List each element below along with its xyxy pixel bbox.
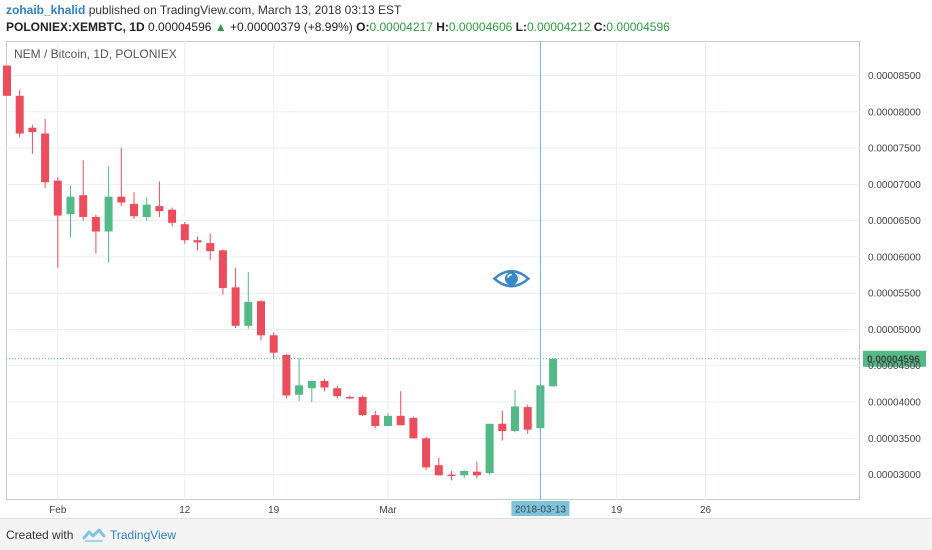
candle-body — [168, 209, 177, 223]
candle-body — [345, 396, 354, 399]
up-triangle-icon: ▲ — [214, 20, 227, 34]
high-label: H: — [436, 20, 449, 34]
candle-body — [523, 407, 532, 430]
candle-body — [472, 471, 481, 476]
y-tick-label: 0.00006500 — [868, 216, 921, 227]
eye-outline — [492, 269, 531, 288]
current-price-label-bg — [863, 350, 926, 367]
candle-body — [460, 470, 469, 476]
candle-body — [358, 396, 367, 416]
tradingview-logo-icon[interactable] — [82, 527, 106, 543]
candle-body — [117, 196, 126, 203]
y-tick-label: 0.00007000 — [868, 180, 921, 191]
candle-body — [257, 301, 265, 336]
candle-body — [180, 224, 189, 241]
candle-body — [142, 204, 151, 217]
price-change: +0.00000379 (+8.99%) — [230, 20, 353, 34]
candle-body — [269, 335, 278, 353]
candle-body — [193, 240, 202, 243]
candle-body — [485, 423, 494, 474]
open-label: O: — [356, 20, 370, 34]
candlestick-chart[interactable]: 0.00004596 2018-03-13 0.00003000 0.0000350… — [0, 0, 932, 518]
footer-bar: Created with TradingView — [0, 518, 932, 550]
symbol-label: POLONIEX:XEMBTC, 1D — [6, 20, 145, 34]
y-tick-label: 0.00006000 — [868, 252, 921, 263]
low-label: L: — [515, 20, 527, 34]
candle-body — [333, 388, 342, 397]
candle-body — [155, 206, 164, 212]
candle-body — [28, 127, 37, 133]
candle-body — [549, 358, 558, 387]
candle-body — [511, 406, 519, 432]
candle-body — [447, 474, 456, 477]
x-tick-label: 12 — [179, 505, 191, 516]
candle-body — [295, 385, 304, 395]
open-value: 0.00004217 — [369, 20, 433, 34]
x-tick-label: 19 — [611, 505, 623, 516]
candle-body — [434, 465, 443, 476]
candle-body — [409, 417, 418, 439]
low-value: 0.00004212 — [526, 20, 591, 34]
candle-body — [79, 195, 88, 217]
x-tick-label: Feb — [49, 505, 67, 516]
candle-body — [3, 65, 11, 96]
chart-title: NEM / Bitcoin, 1D, POLONIEX — [14, 47, 177, 61]
x-tick-label: 19 — [268, 505, 280, 516]
close-value: 0.00004596 — [606, 20, 670, 34]
tradingview-brand-link[interactable]: TradingView — [110, 528, 177, 542]
y-tick-label: 0.00005000 — [868, 325, 921, 336]
y-tick-label: 0.00008000 — [868, 107, 921, 118]
candle-body — [15, 95, 24, 134]
y-tick-label: 0.00004500 — [868, 361, 921, 372]
y-tick-label: 0.00003000 — [868, 470, 921, 481]
candle-body — [244, 301, 253, 326]
current-price-label: 0.00004596 — [867, 354, 920, 365]
y-tick-label: 0.00005500 — [868, 289, 921, 300]
candle-body — [384, 415, 392, 426]
eye-highlight — [507, 273, 513, 278]
chart-frame[interactable] — [6, 41, 860, 500]
y-tick-label: 0.00007500 — [868, 144, 921, 155]
candle-body — [282, 354, 291, 396]
y-tick-label: 0.00003500 — [868, 434, 921, 445]
candle-body — [218, 250, 227, 289]
candle-body — [307, 380, 316, 389]
candle-body — [53, 180, 62, 216]
chart-header: zohaib_khalid published on TradingView.c… — [0, 0, 932, 40]
candle-body — [498, 423, 507, 432]
high-value: 0.00004606 — [448, 20, 513, 34]
candle-body — [396, 415, 405, 426]
published-text: published on TradingView.com, March 13, … — [88, 3, 402, 17]
ohlc-line: POLONIEX:XEMBTC, 1D 0.00004596 ▲ +0.0000… — [6, 20, 670, 34]
publish-line: zohaib_khalid published on TradingView.c… — [6, 3, 401, 17]
x-tick-label: 26 — [700, 505, 712, 516]
candle-body — [371, 415, 380, 426]
created-with-text: Created with — [6, 528, 74, 542]
candle-body — [104, 196, 113, 232]
crosshair-date-bg — [511, 501, 570, 516]
crosshair-date-label: 2018-03-13 — [515, 505, 567, 516]
candle-body — [130, 203, 138, 217]
close-label: C: — [593, 20, 607, 34]
candle-body — [41, 133, 50, 183]
candle-body — [91, 216, 100, 232]
eye-icon[interactable] — [492, 269, 531, 288]
last-price: 0.00004596 — [148, 20, 212, 34]
candle-body — [422, 438, 431, 468]
candle-body — [206, 243, 215, 252]
candle-body — [320, 380, 329, 388]
x-tick-label: Mar — [379, 505, 397, 516]
author-link[interactable]: zohaib_khalid — [6, 3, 86, 17]
candle-body — [231, 287, 240, 326]
y-tick-label: 0.00008500 — [868, 71, 921, 82]
candle-body — [66, 196, 75, 215]
y-tick-label: 0.00004000 — [868, 398, 921, 409]
